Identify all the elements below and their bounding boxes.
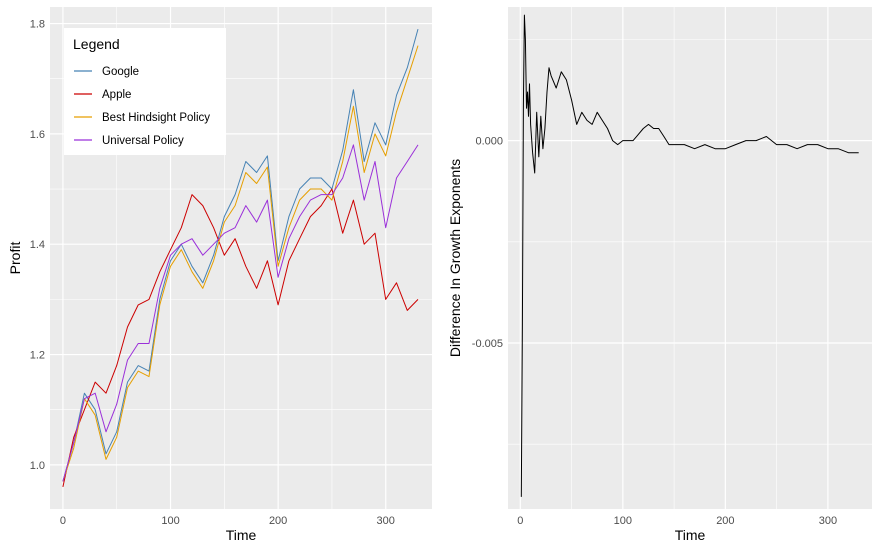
y-tick-label: -0.005 [472, 338, 503, 350]
series-line-best-hindsight-policy [62, 45, 419, 482]
x-tick-label: 0 [60, 515, 66, 527]
y-tick-label: 1.8 [30, 19, 45, 31]
series-line-difference [520, 14, 859, 497]
x-axis-title: Time [675, 527, 706, 543]
series-line-apple [62, 188, 419, 488]
series-lines [62, 28, 419, 488]
y-axis-title: Difference In Growth Exponents [447, 159, 463, 357]
y-axis-title: Profit [7, 242, 23, 275]
y-tick-labels: -0.005 0.000 [472, 136, 503, 350]
y-tick-label: 1.6 [30, 129, 45, 141]
legend-item-best-hindsight-policy: Best Hindsight Policy [74, 112, 210, 124]
legend-title: Legend [73, 36, 120, 52]
y-tick-label: 1.4 [30, 239, 45, 251]
legend-item-universal-policy: Universal Policy [74, 135, 184, 147]
x-tick-label: 100 [161, 515, 179, 527]
legend-label: Universal Policy [102, 135, 184, 147]
y-tick-label: 1.2 [30, 350, 45, 362]
x-axis-title: Time [226, 527, 257, 543]
legend: Legend Google Apple Best Hindsight Policy U… [64, 28, 226, 155]
legend-item-google: Google [74, 66, 139, 78]
x-tick-label: 200 [716, 515, 734, 527]
x-tick-label: 300 [819, 515, 837, 527]
y-tick-label: 0.000 [475, 136, 503, 148]
legend-label: Best Hindsight Policy [102, 112, 210, 124]
series-lines [520, 14, 859, 497]
y-tick-label: 1.0 [30, 460, 45, 472]
profit-chart: 0 100 200 300 1.0 1.2 1.4 1.6 1.8 Time Profit L… [7, 7, 432, 543]
x-tick-label: 0 [517, 515, 523, 527]
x-tick-label: 300 [377, 515, 395, 527]
x-tick-label: 100 [614, 515, 632, 527]
gridlines [508, 7, 872, 509]
growth-difference-chart: 0 100 200 300 -0.005 0.000 Time Difference I… [447, 7, 872, 543]
y-tick-labels: 1.0 1.2 1.4 1.6 1.8 [30, 19, 45, 472]
x-tick-labels: 0 100 200 300 [517, 515, 837, 527]
plot-background [508, 7, 872, 509]
legend-item-apple: Apple [74, 89, 131, 101]
legend-label: Apple [102, 89, 131, 101]
x-tick-label: 200 [269, 515, 287, 527]
legend-box [64, 28, 226, 155]
series-line-google [62, 28, 419, 482]
legend-label: Google [102, 66, 139, 78]
legend-items: Google Apple Best Hindsight Policy Universa… [74, 66, 210, 147]
series-line-universal-policy [62, 144, 419, 482]
x-tick-labels: 0 100 200 300 [60, 515, 395, 527]
